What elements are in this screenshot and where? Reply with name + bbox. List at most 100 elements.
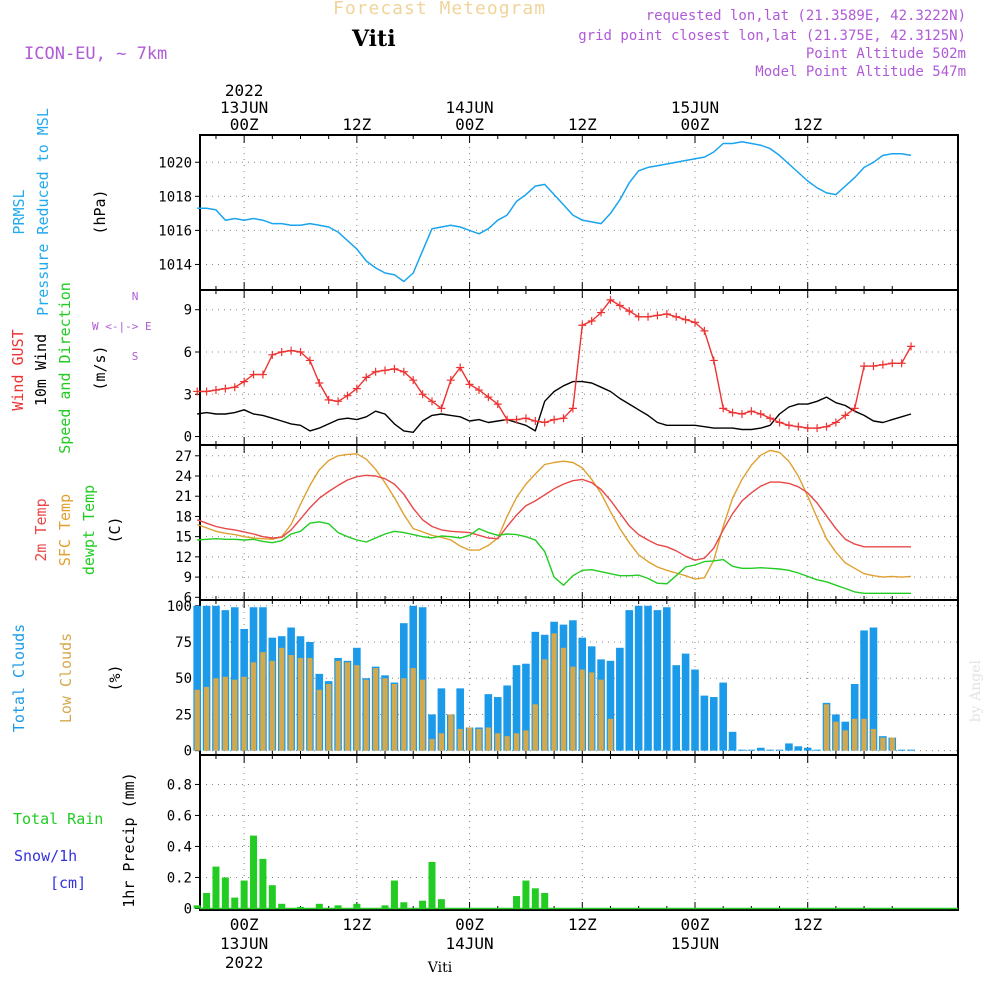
footer-station: Viti [427,960,453,976]
gust-marker [813,424,822,433]
gust-marker [644,312,653,321]
gust-marker [277,348,286,356]
rain-bar [428,861,436,909]
gust-marker [540,418,549,427]
low-cloud-bar [297,657,304,751]
rain-bar [437,899,445,909]
gust-marker [202,387,211,396]
total-cloud-bar [709,697,718,751]
low-cloud-bar [269,660,275,751]
top-time-label: 00Z [230,115,259,134]
low-cloud-bar [401,678,407,751]
y-tick-label: 0 [184,744,192,760]
y-tick-label: 6 [184,590,192,606]
rain-bar [278,903,286,909]
gust-marker [681,315,690,324]
temp-unit: (C) [106,516,124,543]
low-cloud-bar [382,678,388,751]
gust-marker [662,309,671,318]
gust-marker [653,311,662,320]
rain-label: Total Rain [13,810,103,828]
low-cloud-bar [457,728,463,751]
low-cloud-bar [344,662,351,751]
gust-marker [352,384,361,393]
y-tick-label: 9 [184,570,192,586]
total-cloud-bar [212,605,220,751]
pressure-unit: (hPa) [91,189,109,234]
y-tick-label: 1016 [158,223,192,239]
dewpoint-line [197,521,911,594]
gust-marker [822,422,831,431]
gust-marker [578,321,587,330]
top-time-label: 15JUN [671,98,719,117]
low-cloud-bar [607,718,614,751]
rain-bar [268,885,276,909]
snow-unit: [cm] [50,874,86,892]
total-cloud-bar [503,685,511,751]
gust-marker [747,407,756,416]
rain-bar [381,905,389,909]
gust-marker [503,415,512,424]
bottom-time-label: 12Z [342,915,371,934]
gust-marker [418,390,427,399]
low-cloud-bar [842,730,848,751]
total-cloud-bar [456,688,464,751]
low-cloud-bar [504,736,510,751]
y-tick-label: 15 [175,530,192,546]
total-cloud-bar [813,749,821,751]
bottom-time-label: 13JUN [220,934,268,953]
total-cloud-bar [897,749,906,751]
precip-unit: 1hr Precip (mm) [120,772,138,907]
gust-marker [606,295,615,304]
meteogram-title: Forecast Meteogram [333,0,547,19]
total-cloud-bar [803,747,812,751]
compass-we: W <-|-> E [92,320,152,333]
gust-marker [371,367,380,376]
rain-bar [203,892,211,909]
gust-marker [700,326,709,335]
low-cloud-bar [203,686,210,751]
y-tick-label: 50 [175,671,192,687]
low-cloud-bar [880,737,886,751]
total-cloud-bar [719,682,727,751]
low-cloud-bar [391,684,398,751]
total-cloud-bar [681,653,690,751]
low-cloud-bar [232,679,238,751]
gust-marker [484,393,493,402]
low-cloud-bar [448,714,454,751]
wind-gust-line [197,299,912,429]
t2m-label: 2m Temp [32,498,50,561]
pressure-label: PRMSL [10,189,28,234]
rain-bar [193,905,201,909]
gust-marker [831,418,840,427]
top-time-label: 12Z [793,115,822,134]
rain-bar [221,877,229,909]
total-cloud-bar [493,697,502,751]
gust-marker [221,384,230,393]
sfc-temp-label: SFC Temp [56,494,74,566]
gust-marker [691,318,700,327]
gust-marker [399,367,408,376]
low-cloud-bar [335,660,341,751]
total-cloud-bar [766,749,774,751]
y-tick-label: 100 [167,599,192,615]
grid-point-location: grid point closest lon,lat (21.375E, 42.… [578,28,966,44]
rain-bar [250,835,258,909]
top-time-label: 14JUN [445,98,493,117]
bottom-time-label: 00Z [230,915,259,934]
gust-marker [324,395,333,404]
low-cloud-bar [420,679,426,751]
low-cloud-bar [852,718,858,751]
rain-bar [231,897,239,909]
top-time-label: 12Z [342,115,371,134]
panel-frame-wind [199,289,959,446]
clouds-unit: (%) [106,664,124,691]
total-cloud-bar [738,749,746,751]
bottom-time-label: 14JUN [445,934,493,953]
gust-marker [512,415,521,424]
low-clouds-label: Low Clouds [57,633,75,723]
gust-marker [766,414,775,423]
snow-label: Snow/1h [14,847,77,865]
top-time-label: 2022 [225,81,264,100]
rain-bar [541,892,549,909]
